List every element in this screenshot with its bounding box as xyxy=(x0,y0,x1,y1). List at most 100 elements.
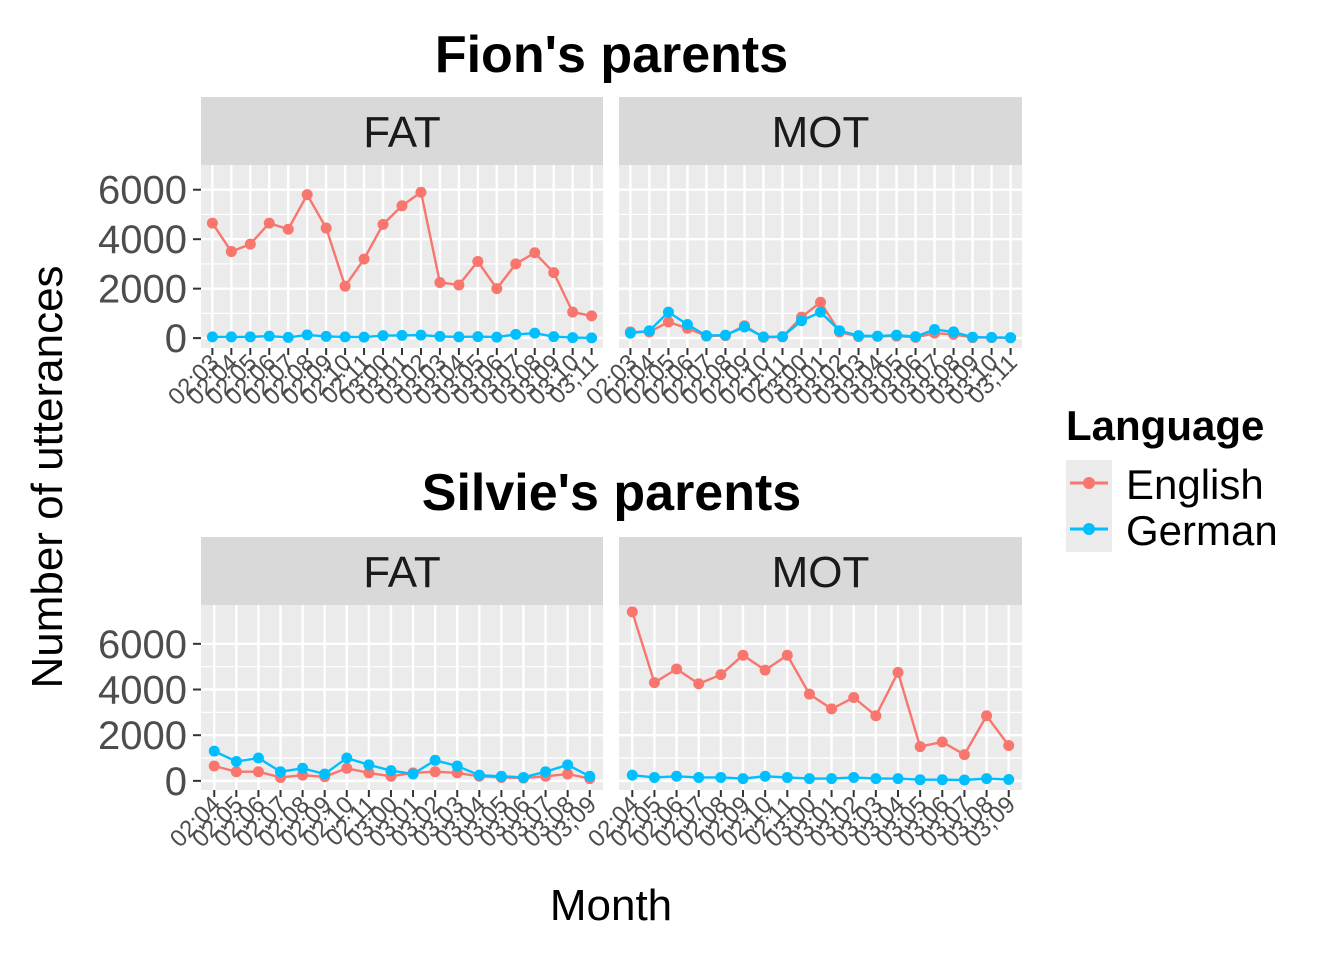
data-point-english xyxy=(548,267,560,279)
data-point-english xyxy=(225,246,237,258)
facet-fat: FAT02;0302;0402;0502;0602;0702;0802;0902… xyxy=(163,97,604,411)
y-tick-label: 6000 xyxy=(98,623,187,667)
data-point-german xyxy=(681,319,693,331)
data-point-english xyxy=(586,310,598,322)
legend-title: Language xyxy=(1066,402,1264,449)
y-tick-label: 0 xyxy=(165,760,187,804)
data-point-english xyxy=(491,283,503,295)
data-point-german xyxy=(339,331,351,343)
data-point-english xyxy=(715,669,727,681)
legend-label-german: German xyxy=(1126,507,1278,554)
facet-strip-label: FAT xyxy=(363,108,440,157)
data-point-english xyxy=(339,280,351,292)
data-point-german xyxy=(377,330,389,342)
data-point-german xyxy=(540,766,552,778)
data-point-german xyxy=(472,331,484,343)
y-tick-label: 2000 xyxy=(98,268,187,312)
data-point-german xyxy=(453,331,465,343)
data-point-german xyxy=(586,332,598,344)
chart-title: Fion's parents xyxy=(435,26,788,84)
data-point-english xyxy=(377,218,389,230)
data-point-german xyxy=(826,773,838,785)
data-point-german xyxy=(738,321,750,333)
data-point-german xyxy=(415,329,427,341)
facet-strip-label: FAT xyxy=(363,548,440,597)
data-point-german xyxy=(562,759,574,771)
data-point-german xyxy=(341,752,353,764)
x-axis-label: Month xyxy=(550,881,672,930)
data-point-german xyxy=(781,771,793,783)
data-point-german xyxy=(626,769,638,781)
facet-strip xyxy=(201,537,603,605)
data-point-german xyxy=(244,331,256,343)
data-point-german xyxy=(529,327,541,339)
data-point-german xyxy=(981,773,993,785)
data-point-german xyxy=(473,769,485,781)
data-point-german xyxy=(263,330,275,342)
data-point-english xyxy=(320,222,332,234)
data-point-german xyxy=(567,332,579,344)
data-point-german xyxy=(385,765,397,777)
data-point-english xyxy=(341,762,353,774)
data-point-english xyxy=(826,703,838,715)
data-point-german xyxy=(1003,773,1015,785)
y-axis-label: Number of utterances xyxy=(23,265,72,688)
data-point-german xyxy=(986,331,998,343)
data-point-english xyxy=(434,276,446,288)
facet-strip-label: MOT xyxy=(772,108,870,157)
data-point-english xyxy=(472,255,484,267)
data-point-english xyxy=(693,678,705,690)
data-point-german xyxy=(693,771,705,783)
data-point-english xyxy=(648,677,660,689)
data-point-german xyxy=(803,773,815,785)
data-point-english xyxy=(562,768,574,780)
facet-mot: MOT02;0302;0402;0502;0602;0702;0802;0902… xyxy=(581,97,1023,411)
data-point-german xyxy=(914,774,926,786)
data-point-german xyxy=(1005,332,1017,344)
facet-fat: FAT02;0402;0502;0602;0702;0802;0902;1002… xyxy=(165,537,603,853)
data-point-german xyxy=(230,755,242,767)
data-point-german xyxy=(407,768,419,780)
data-point-german xyxy=(853,330,865,342)
data-point-german xyxy=(795,315,807,327)
legend: Language English German xyxy=(1066,402,1278,554)
data-point-german xyxy=(671,770,683,782)
data-point-english xyxy=(358,253,370,265)
y-tick-label: 2000 xyxy=(98,714,187,758)
data-point-german xyxy=(491,331,503,343)
data-point-german xyxy=(892,773,904,785)
data-point-english xyxy=(230,766,242,778)
data-point-german xyxy=(297,762,309,774)
facet-strip-label: MOT xyxy=(772,548,870,597)
data-point-german xyxy=(396,329,408,341)
data-point-german xyxy=(363,759,375,771)
data-point-english xyxy=(363,767,375,779)
data-point-english xyxy=(671,663,683,675)
facet-mot: MOT02;0402;0502;0602;0702;0802;0902;1002… xyxy=(583,537,1022,853)
data-point-german xyxy=(429,754,441,766)
data-point-english xyxy=(848,692,860,703)
data-point-english xyxy=(263,217,275,229)
y-tick-label: 0 xyxy=(165,317,187,361)
data-point-english xyxy=(415,186,427,198)
data-point-german xyxy=(776,331,788,343)
data-point-german xyxy=(648,771,660,783)
data-point-german xyxy=(759,770,771,782)
data-point-german xyxy=(834,325,846,337)
data-point-german xyxy=(206,331,218,343)
data-point-german xyxy=(434,330,446,342)
data-point-english xyxy=(759,664,771,676)
chart-1: Silvie's parents0200040006000FAT02;0402;… xyxy=(98,464,1022,853)
legend-label-english: English xyxy=(1126,461,1264,508)
data-point-german xyxy=(225,331,237,343)
data-point-german xyxy=(929,323,941,335)
data-point-german xyxy=(358,331,370,343)
facet-strip xyxy=(619,97,1022,165)
data-point-german xyxy=(320,330,332,342)
data-point-german xyxy=(891,329,903,341)
facet-panel xyxy=(201,605,603,790)
data-point-english xyxy=(510,258,522,270)
data-point-english xyxy=(892,666,904,678)
data-point-english xyxy=(282,223,294,235)
data-point-english xyxy=(626,606,638,618)
